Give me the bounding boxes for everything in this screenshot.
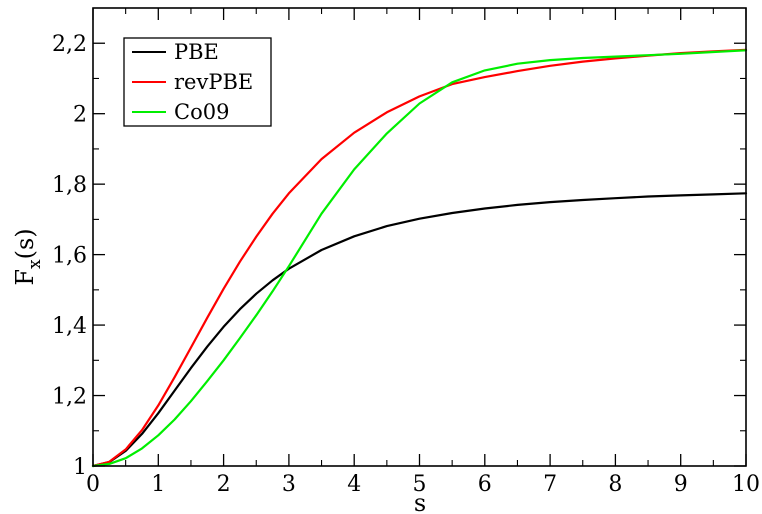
x-tick-label: 10 — [732, 472, 760, 497]
y-tick-label: 1,4 — [52, 314, 87, 339]
x-tick-label: 8 — [608, 472, 622, 497]
y-tick-label: 2,2 — [52, 32, 87, 57]
x-tick-label: 4 — [347, 472, 361, 497]
series-line-co09 — [91, 49, 748, 468]
y-axis-label-subscript: x — [25, 259, 45, 269]
legend-label-co09: Co09 — [174, 100, 229, 124]
series-line-revpbe — [91, 48, 748, 468]
x-tick-label: 2 — [217, 472, 231, 497]
y-tick-label: 1,8 — [52, 173, 87, 198]
x-axis-label: s — [414, 489, 426, 514]
x-tick-label: 9 — [674, 472, 688, 497]
y-tick-label: 1 — [73, 455, 87, 480]
x-tick-label: 6 — [478, 472, 492, 497]
plot-lines — [91, 48, 748, 468]
y-axis-label: Fx(s) — [11, 228, 45, 285]
y-tick-label: 1,2 — [52, 385, 87, 410]
legend-label-pbe: PBE — [174, 40, 219, 64]
x-tick-label: 3 — [282, 472, 296, 497]
series-line-pbe — [91, 192, 748, 468]
x-tick-label: 5 — [413, 472, 427, 497]
x-tick-label: 7 — [543, 472, 557, 497]
legend-label-revpbe: revPBE — [174, 70, 253, 94]
x-tick-label: 1 — [151, 472, 165, 497]
y-tick-label: 1,6 — [52, 244, 87, 269]
legend: PBE revPBE Co09 — [123, 37, 272, 127]
x-tick-label: 0 — [86, 472, 100, 497]
y-tick-label: 2 — [73, 103, 87, 128]
y-axis-label-suffix: (s) — [11, 228, 39, 259]
ticks — [92, 8, 747, 467]
y-axis-label-main: F — [11, 269, 39, 286]
